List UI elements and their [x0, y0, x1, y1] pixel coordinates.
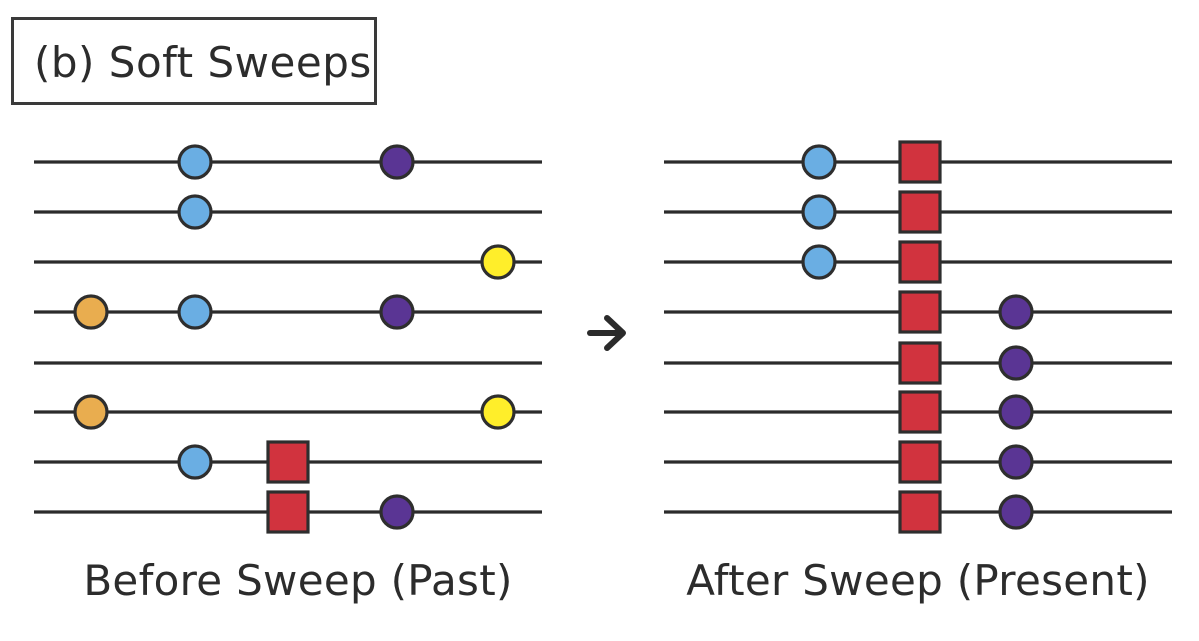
- haplotype-row: [664, 140, 1172, 184]
- orange-mutation-circle: [73, 294, 109, 330]
- after-sweep-panel: [664, 140, 1172, 534]
- red-mutation-square: [898, 290, 942, 334]
- red-mutation-square: [898, 140, 942, 184]
- haplotype-row: [664, 490, 1172, 534]
- purple-mutation-circle: [998, 394, 1034, 430]
- blue-mutation-circle: [801, 144, 837, 180]
- haplotype-row: [34, 490, 542, 534]
- haplotype-row: [664, 190, 1172, 234]
- blue-mutation-circle: [177, 194, 213, 230]
- yellow-mutation-circle: [480, 394, 516, 430]
- purple-mutation-circle: [998, 345, 1034, 381]
- haplotype-row: [34, 194, 542, 230]
- haplotype-row: [664, 240, 1172, 284]
- right-arrow-icon: [587, 315, 626, 351]
- haplotype-row: [34, 440, 542, 484]
- haplotype-row: [34, 394, 542, 430]
- caption-before-sweep: Before Sweep (Past): [83, 556, 513, 605]
- purple-mutation-circle: [998, 294, 1034, 330]
- before-sweep-panel: [34, 144, 542, 534]
- blue-mutation-circle: [801, 244, 837, 280]
- red-mutation-square: [898, 341, 942, 385]
- haplotype-row: [664, 290, 1172, 334]
- red-mutation-square: [898, 240, 942, 284]
- haplotype-row: [664, 440, 1172, 484]
- title-box: (b) Soft Sweeps: [11, 17, 377, 105]
- haplotype-row: [664, 390, 1172, 434]
- yellow-mutation-circle: [480, 244, 516, 280]
- haplotype-row: [34, 294, 542, 330]
- purple-mutation-circle: [379, 494, 415, 530]
- figure-title: (b) Soft Sweeps: [34, 38, 372, 87]
- purple-mutation-circle: [998, 494, 1034, 530]
- haplotype-row: [664, 341, 1172, 385]
- haplotype-row: [34, 144, 542, 180]
- purple-mutation-circle: [379, 294, 415, 330]
- red-mutation-square: [898, 390, 942, 434]
- red-mutation-square: [266, 490, 310, 534]
- blue-mutation-circle: [177, 144, 213, 180]
- orange-mutation-circle: [73, 394, 109, 430]
- blue-mutation-circle: [801, 194, 837, 230]
- caption-after-sweep: After Sweep (Present): [686, 556, 1150, 605]
- red-mutation-square: [898, 440, 942, 484]
- purple-mutation-circle: [379, 144, 415, 180]
- red-mutation-square: [898, 190, 942, 234]
- blue-mutation-circle: [177, 444, 213, 480]
- red-mutation-square: [898, 490, 942, 534]
- haplotype-row: [34, 244, 542, 280]
- red-mutation-square: [266, 440, 310, 484]
- purple-mutation-circle: [998, 444, 1034, 480]
- blue-mutation-circle: [177, 294, 213, 330]
